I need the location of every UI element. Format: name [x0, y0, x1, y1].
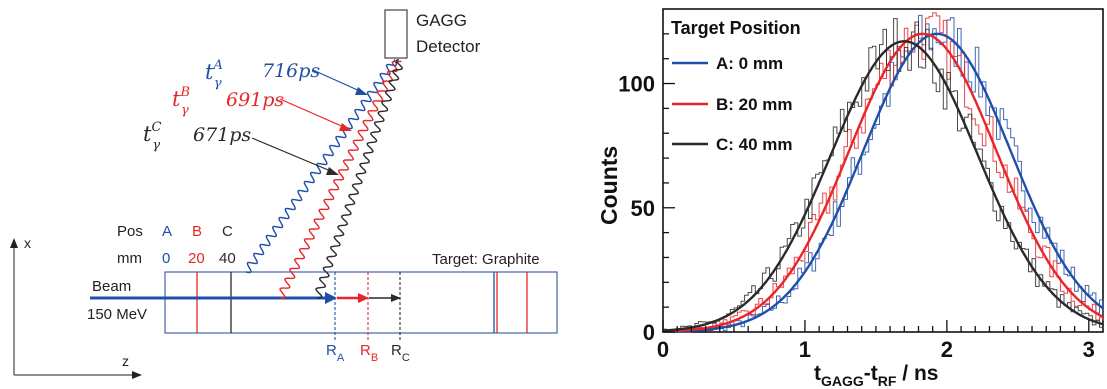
axis-ticks: 0 1 2 3 0 50 100	[618, 33, 1095, 362]
histogram-c	[663, 18, 1104, 333]
mm-a-value: 0	[162, 250, 170, 267]
beam-label-2: 150 MeV	[87, 306, 147, 323]
z-axis-arrowhead	[132, 371, 142, 379]
gagg-detector	[384, 9, 408, 59]
legend-label-c: C: 40 mm	[716, 135, 793, 154]
beam-arrow-c	[391, 294, 401, 302]
gamma-wave-a	[245, 59, 398, 274]
detector-label-1: GAGG	[416, 11, 467, 30]
mm-c-value: 40	[219, 250, 236, 267]
target-label: Target: Graphite	[432, 251, 540, 268]
plot-frame	[662, 8, 1104, 333]
y-tick-label: 50	[631, 196, 655, 221]
svg-text:tAγ: tA γ	[205, 58, 223, 91]
target-box	[164, 271, 558, 334]
y-axis-label: Counts	[596, 146, 622, 225]
gamma-wave-b	[279, 60, 402, 299]
x-axis-label: tGAGG-tRF / ns	[814, 362, 938, 389]
pos-a-label: A	[162, 223, 172, 240]
x-tick-label: 2	[941, 337, 953, 362]
timing-a-value: 716ps	[262, 60, 320, 82]
legend-label-a: A: 0 mm	[716, 54, 783, 73]
timing-c-value: 671ps	[193, 124, 251, 146]
legend-title: Target Position	[671, 18, 801, 38]
mm-b-value: 20	[188, 250, 205, 267]
fit-curve-a	[663, 32, 1104, 333]
pos-c-label: C	[222, 223, 233, 240]
timing-a: tA γ 716ps	[205, 58, 368, 95]
x-tick-label: 1	[799, 337, 811, 362]
axis-x-label: x	[24, 235, 31, 251]
x-tick-label: 0	[657, 337, 669, 362]
pos-header: Pos	[117, 223, 143, 240]
y-tick-label: 100	[618, 72, 655, 97]
beam-label-1: Beam	[92, 278, 131, 295]
timing-histogram-chart: 0 1 2 3 0 50 100 Counts tGAGG-tRF / ns Target …	[596, 8, 1104, 389]
svg-text:tBγ: tB γ	[172, 85, 190, 118]
setup-diagram: GAGG Detector Target: Graphite Pos mm A …	[10, 9, 558, 379]
timing-b-value: 691ps	[226, 89, 284, 111]
x-axis-arrowhead	[10, 238, 18, 248]
axis-z-label: z	[122, 353, 129, 369]
fit-curve-c	[662, 40, 1104, 332]
legend: Target Position A: 0 mm B: 20 mm C: 40 m…	[671, 18, 801, 154]
y-tick-label: 0	[643, 320, 655, 345]
gamma-wave-c	[315, 58, 404, 299]
fit-curve-b	[662, 32, 1104, 333]
legend-label-b: B: 20 mm	[716, 95, 793, 114]
range-label-a: RA	[326, 342, 345, 364]
mm-header: mm	[117, 250, 142, 267]
range-label-b: RB	[360, 342, 378, 364]
svg-text:tCγ: tC γ	[143, 120, 161, 153]
pos-b-label: B	[192, 223, 202, 240]
timing-b: tB γ 691ps	[172, 85, 352, 131]
beam-arrow-a	[325, 292, 337, 304]
detector-label-2: Detector	[416, 37, 481, 56]
timing-c: tC γ 671ps	[143, 120, 339, 175]
beam-arrow-b	[358, 293, 369, 303]
x-tick-label: 3	[1083, 337, 1095, 362]
range-label-c: RC	[391, 342, 410, 364]
fit-curve-layer	[662, 32, 1104, 333]
